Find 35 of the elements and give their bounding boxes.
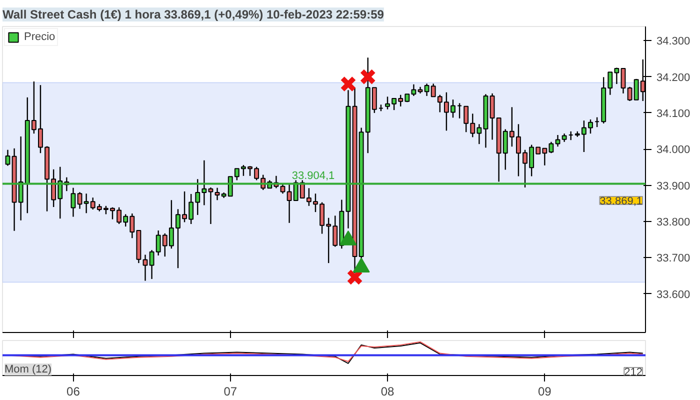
y-tick-label: 34.200 bbox=[656, 72, 690, 84]
candlestick bbox=[437, 94, 442, 113]
candlestick bbox=[280, 183, 286, 194]
chart-title: Wall Street Cash (1€) 1 hora 33.869,1 (+0,49%) 10-feb-2023 22:59:59 bbox=[2, 8, 384, 22]
point bbox=[340, 230, 357, 246]
y-tick-label: 34.100 bbox=[656, 108, 690, 120]
text: 212 bbox=[624, 366, 643, 378]
candlestick bbox=[149, 249, 154, 280]
text: Mom (12) bbox=[4, 364, 52, 376]
y-tick-label: 33.600 bbox=[656, 288, 690, 301]
x-tick-label: 06 bbox=[66, 384, 80, 398]
y-tick-label: 33.800 bbox=[656, 216, 690, 228]
x-tick-label: 08 bbox=[380, 384, 395, 398]
y-tick-label: 34.000 bbox=[656, 144, 690, 156]
point bbox=[340, 76, 356, 92]
point bbox=[360, 68, 376, 85]
candlestick bbox=[464, 106, 469, 133]
candlestick bbox=[77, 192, 82, 210]
y-tick-label: 33.700 bbox=[656, 252, 690, 265]
y-tick-label: 33.900 bbox=[656, 180, 690, 192]
candlestick bbox=[70, 187, 76, 218]
legend-label: Precio bbox=[24, 31, 56, 43]
candlestick bbox=[214, 187, 220, 201]
candlestick bbox=[411, 84, 416, 97]
candlestick bbox=[555, 134, 560, 148]
candlestick bbox=[620, 68, 626, 94]
y-tick-label: 34.300 bbox=[656, 36, 690, 48]
candlestick bbox=[627, 86, 632, 102]
x-tick-label: 07 bbox=[224, 384, 238, 398]
candlestick bbox=[208, 186, 214, 225]
candlestick bbox=[490, 92, 495, 140]
ref-line-label: 33.904,1 bbox=[292, 170, 335, 182]
x-tick-label: 09 bbox=[538, 384, 552, 398]
candlestick bbox=[5, 149, 10, 166]
point bbox=[352, 258, 370, 273]
